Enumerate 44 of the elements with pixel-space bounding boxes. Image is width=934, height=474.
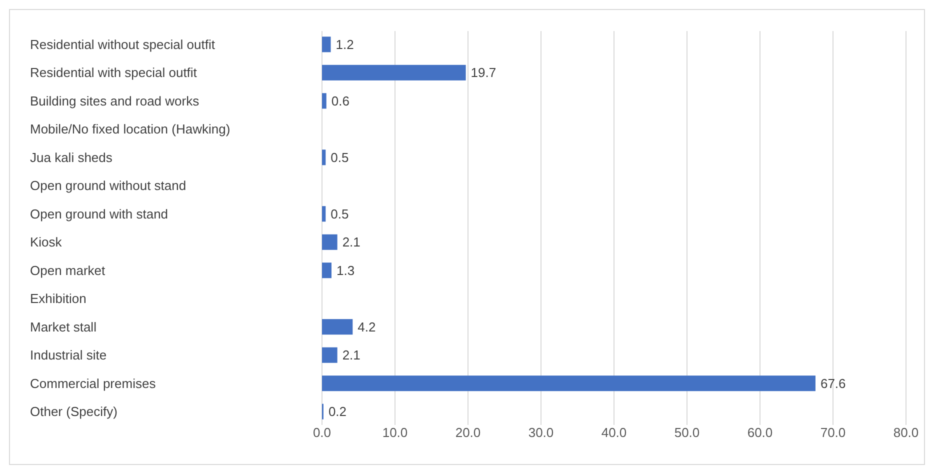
- x-tick-label: 60.0: [747, 425, 773, 440]
- y-tick-label: Building sites and road works: [30, 93, 200, 108]
- y-tick-label: Open ground without stand: [30, 178, 186, 194]
- bar: [322, 376, 816, 392]
- data-label: 0.5: [330, 150, 349, 165]
- data-label: 4.2: [358, 319, 376, 334]
- data-label: 19.7: [470, 65, 496, 80]
- data-label: 1.3: [336, 262, 355, 278]
- y-tick-label: Market stall: [30, 319, 97, 334]
- y-tick-label: Open market: [30, 262, 106, 278]
- y-tick-label: Kiosk: [30, 234, 62, 250]
- data-label: 2.1: [342, 234, 360, 250]
- data-label: 2.1: [342, 348, 360, 363]
- bar: [322, 262, 332, 278]
- x-tick-label: 30.0: [528, 425, 554, 440]
- x-tick-label: 20.0: [455, 425, 481, 440]
- x-tick-label: 40.0: [601, 425, 627, 440]
- x-tick-label: 10.0: [382, 425, 408, 440]
- bar: [322, 319, 353, 335]
- y-tick-label: Mobile/No fixed location (Hawking): [30, 122, 230, 137]
- data-label: 67.6: [820, 376, 846, 391]
- bar: [322, 234, 338, 250]
- bar: [322, 64, 466, 80]
- y-tick-label: Commercial premises: [30, 376, 156, 391]
- x-tick-label: 0.0: [312, 425, 332, 440]
- y-tick-label: Other (Specify): [30, 404, 118, 420]
- data-label: 0.6: [331, 93, 350, 108]
- x-tick-label: 50.0: [674, 425, 700, 440]
- x-tick-label: 70.0: [820, 425, 846, 440]
- bar: [322, 347, 338, 363]
- y-tick-label: Exhibition: [30, 291, 86, 306]
- bar: [322, 150, 326, 166]
- x-tick-label: 80.0: [893, 425, 919, 440]
- bar: [322, 93, 326, 109]
- bar: [322, 36, 331, 52]
- data-label: 0.5: [330, 206, 349, 222]
- y-tick-label: Residential with special outfit: [30, 65, 198, 80]
- bar: [322, 206, 326, 222]
- y-tick-label: Open ground with stand: [30, 206, 168, 222]
- y-tick-label: Industrial site: [30, 348, 107, 363]
- y-tick-label: Jua kali sheds: [30, 150, 113, 165]
- data-label: 1.2: [336, 36, 354, 52]
- y-tick-label: Residential without special outfit: [30, 36, 216, 52]
- data-label: 0.2: [328, 404, 347, 420]
